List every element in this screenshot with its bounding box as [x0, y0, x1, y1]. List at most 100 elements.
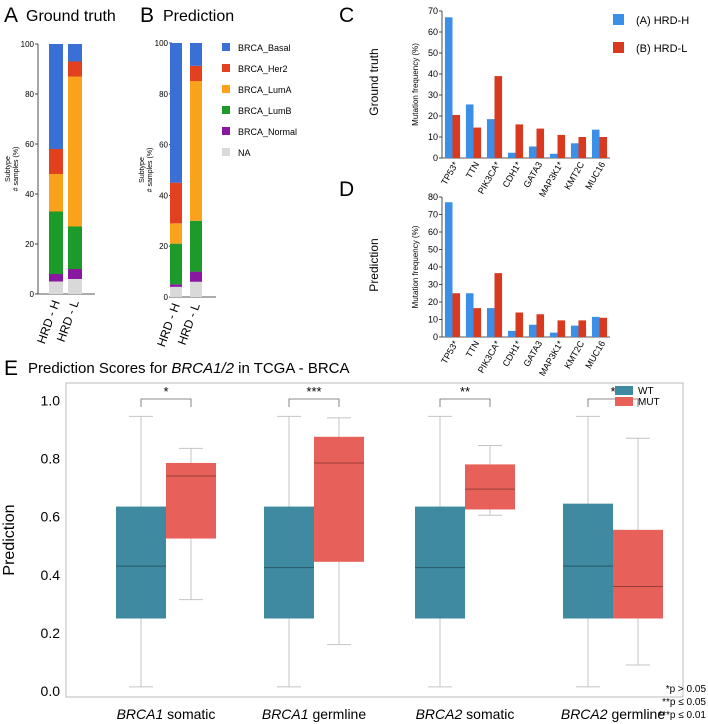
y-tick-label: 100	[155, 39, 169, 48]
y-tick-label: 40	[25, 190, 34, 199]
legend-label: BRCA_LumA	[238, 85, 292, 95]
wt-box	[563, 503, 613, 619]
y-tick-label: 20	[428, 111, 438, 121]
stacked-bar-segment	[68, 226, 82, 269]
panel-b-letter: B	[140, 4, 154, 27]
chart-c: 0 10 20 30 40 50 60 70 Mutation frequency (%) TP5…	[411, 6, 689, 199]
panel-a-title: Ground truth	[26, 8, 116, 25]
x-category-kind: somatic	[167, 706, 215, 722]
y-tick-label: 20	[25, 240, 34, 249]
grouped-bar	[528, 146, 537, 158]
significance-key-line: *p > 0.05	[666, 684, 707, 695]
x-category-label: CDH1*	[501, 339, 524, 369]
panel-d-letter: D	[339, 178, 354, 201]
y-tick-label: 0	[433, 153, 438, 163]
grouped-bar	[452, 114, 461, 158]
stacked-bar-segment	[190, 220, 202, 272]
y-tick-label: 30	[428, 280, 438, 290]
grouped-bar	[599, 317, 608, 337]
significance-stars: **	[460, 384, 470, 399]
x-category-kind: somatic	[466, 706, 514, 722]
stacked-bar-segment	[68, 44, 82, 62]
y-tick-label: 40	[428, 262, 438, 272]
x-category-label: BRCA2 somatic	[416, 706, 515, 722]
stacked-bar-segment	[49, 44, 63, 149]
grouped-bar	[528, 324, 537, 337]
panel-d-side-label: Prediction	[367, 238, 381, 291]
stacked-bar-segment	[170, 182, 182, 224]
grouped-bar	[549, 332, 558, 337]
panel-b-title: Prediction	[163, 8, 234, 25]
stacked-bar-segment	[190, 81, 202, 221]
y-tick-label: 0.6	[41, 509, 61, 525]
stacked-bar-segment	[190, 271, 202, 282]
plot-frame	[65, 382, 684, 698]
y-tick-label: 60	[428, 227, 438, 237]
significance-bracket	[288, 398, 340, 407]
significance-stars: *	[610, 384, 615, 399]
y-axis-label-line1: Subtype	[139, 157, 146, 183]
grouped-bar	[486, 308, 495, 337]
panel-e-title-suffix: in TCGA - BRCA	[234, 360, 350, 377]
stacked-bar-segment	[68, 279, 82, 294]
mut-box	[314, 436, 364, 562]
x-category-label: TTN	[464, 339, 481, 359]
grouped-bar	[557, 134, 566, 158]
y-tick-label: 0	[164, 293, 169, 302]
x-category-label: BRCA2 germline	[561, 706, 665, 722]
y-tick-label: 70	[428, 210, 438, 220]
grouped-bar	[473, 127, 482, 158]
grouped-bar	[507, 152, 516, 158]
y-tick-label: 0	[30, 290, 35, 299]
panel-a-letter: A	[4, 4, 18, 27]
y-tick-label: 1.0	[41, 392, 61, 408]
panel-e-title: Prediction Scores for BRCA1/2 in TCGA - …	[28, 360, 350, 377]
legend-swatch	[222, 148, 230, 156]
y-tick-label: 50	[428, 48, 438, 58]
panel-c-letter: C	[339, 4, 354, 27]
y-tick-label: 0.0	[41, 683, 61, 699]
significance-key-line: **p ≤ 0.05	[662, 697, 706, 708]
stacked-bar-segment	[49, 281, 63, 294]
y-axis-label-line2: # samples (%)	[147, 148, 154, 193]
y-tick-label: 0.4	[41, 567, 61, 583]
y-tick-label: 0.2	[41, 625, 61, 641]
x-category-label: TTN	[464, 160, 481, 180]
chart-d: 0 10 20 30 40 50 60 70 80 Mutation frequency (%) T…	[411, 192, 610, 378]
grouped-bar	[465, 104, 474, 158]
y-tick-label: 20	[159, 242, 168, 251]
grouped-bar	[515, 312, 524, 337]
y-tick-label: 50	[428, 245, 438, 255]
grouped-bar	[578, 320, 587, 337]
x-category-gene: BRCA1	[117, 706, 164, 722]
wt-box	[116, 506, 166, 619]
legend-label: MUT	[638, 397, 660, 408]
panel-e-letter: E	[4, 357, 18, 380]
stacked-bar-segment	[49, 149, 63, 174]
y-tick-label: 30	[428, 90, 438, 100]
stacked-bar-segment	[170, 223, 182, 244]
significance-bracket	[439, 398, 491, 407]
significance-key-line: ***p ≤ 0.01	[658, 710, 706, 721]
grouped-bar	[536, 128, 545, 158]
x-category-gene: BRCA2	[416, 706, 463, 722]
grouped-bar	[549, 153, 558, 158]
y-tick-label: 40	[159, 191, 168, 200]
grouped-bar	[494, 76, 503, 158]
stacked-bar-segment	[170, 243, 182, 285]
y-tick-label: 0.8	[41, 451, 61, 467]
legend-swatch	[222, 127, 230, 135]
y-axis-label: Prediction	[1, 504, 18, 575]
x-category-label: MUC16	[583, 339, 607, 370]
y-tick-label: 40	[428, 69, 438, 79]
stacked-bar-segment	[68, 76, 82, 227]
x-category-label: BRCA1 germline	[262, 706, 366, 722]
y-tick-label: 80	[25, 90, 34, 99]
x-category-gene: BRCA1	[262, 706, 309, 722]
x-category-label: GATA3	[521, 339, 544, 368]
grouped-bar	[494, 273, 503, 337]
legend-label: WT	[638, 386, 654, 397]
grouped-bar	[570, 143, 579, 158]
